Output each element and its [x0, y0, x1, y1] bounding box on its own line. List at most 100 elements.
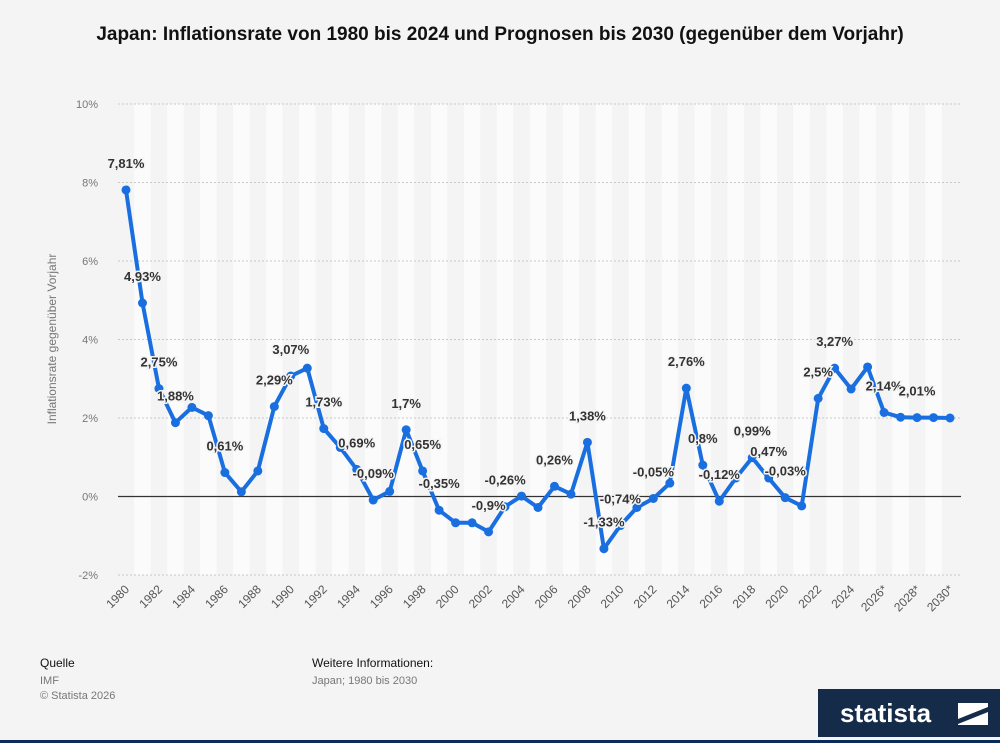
x-tick-label: 2020 — [763, 582, 792, 611]
x-tick-label: 1990 — [268, 582, 297, 611]
data-label: 7,81% — [108, 156, 145, 171]
y-tick-label: 4% — [82, 335, 98, 347]
data-point — [813, 393, 823, 403]
data-label: -0,26% — [484, 473, 526, 488]
x-tick-label: 2016 — [697, 582, 726, 611]
data-point — [236, 487, 246, 497]
y-tick-label: 10% — [76, 99, 98, 111]
data-point — [352, 464, 362, 474]
x-tick-label: 1992 — [301, 582, 330, 611]
data-label: 0,69% — [338, 435, 375, 450]
data-label: -0,03% — [765, 464, 807, 479]
x-tick-label: 2008 — [565, 582, 594, 611]
data-point — [517, 491, 527, 501]
y-tick-label: 8% — [82, 178, 98, 190]
x-tick-label: 1980 — [103, 582, 132, 611]
x-tick-label: 2002 — [466, 582, 495, 611]
bottom-rule — [0, 740, 1000, 743]
data-label: 0,61% — [206, 439, 243, 454]
data-point — [582, 437, 592, 447]
data-point — [945, 413, 955, 423]
data-label: 0,26% — [536, 452, 573, 467]
data-point — [170, 418, 180, 428]
data-label: -1,33% — [583, 515, 625, 530]
data-point — [764, 473, 774, 483]
band — [793, 104, 810, 575]
data-label: 2,76% — [668, 354, 705, 369]
band — [925, 104, 942, 575]
data-label: 2,01% — [899, 384, 936, 399]
data-point — [335, 442, 345, 452]
y-tick-label: 0% — [82, 492, 98, 504]
data-point — [615, 521, 625, 531]
data-point — [385, 486, 395, 496]
data-point — [681, 383, 691, 393]
statista-logo: statista — [818, 689, 1000, 737]
band — [364, 104, 382, 575]
y-axis-ticks: -2% 0% 2% 4% 6% 8% 10% — [76, 99, 98, 582]
data-label: 1,88% — [157, 389, 194, 404]
line-chart: -2%0%2%4%6%8%10% 1980 1982 1984 1986 1988 199… — [45, 99, 961, 614]
x-tick-label: 2010 — [598, 582, 627, 611]
source-text: IMF — [40, 675, 59, 687]
x-tick-label: 2012 — [631, 582, 660, 611]
band — [233, 104, 250, 575]
data-point — [549, 481, 559, 491]
data-point — [319, 424, 329, 434]
data-point — [137, 298, 147, 308]
data-point — [484, 527, 494, 537]
data-label: 2,5% — [803, 364, 833, 379]
data-point — [648, 493, 658, 503]
data-label: 4,93% — [124, 269, 161, 284]
data-point — [698, 460, 708, 470]
data-point — [500, 502, 510, 512]
x-tick-label: 1996 — [367, 582, 396, 611]
chart-title: Japan: Inflationsrate von 1980 bis 2024 … — [96, 24, 904, 45]
band — [892, 104, 909, 575]
y-axis-label: Inflationsrate gegenüber Vorjahr — [45, 254, 59, 425]
data-point — [566, 489, 576, 499]
x-tick-label: 2000 — [433, 582, 462, 611]
data-label: 2,75% — [141, 355, 178, 370]
x-tick-label: 2018 — [730, 582, 759, 611]
data-label: 0,99% — [734, 424, 771, 439]
data-point — [154, 384, 164, 394]
info-heading: Weitere Informationen: — [312, 656, 434, 670]
data-label: 1,7% — [391, 396, 421, 411]
data-label: 3,27% — [816, 334, 853, 349]
x-tick-label: 2026* — [858, 582, 890, 614]
x-tick-label: 1998 — [400, 582, 429, 611]
data-label: -0,09% — [353, 466, 395, 481]
data-label: -0,9% — [472, 498, 506, 513]
data-point — [286, 371, 296, 381]
data-label: 1,38% — [569, 408, 606, 423]
data-point — [896, 412, 906, 422]
data-point — [533, 502, 543, 512]
data-point — [846, 384, 856, 394]
x-axis-ticks: 1980 1982 1984 1986 1988 1990 1992 1994 1996 1998… — [103, 582, 956, 614]
info-text: Japan; 1980 bis 2030 — [312, 675, 418, 687]
data-point — [368, 495, 378, 505]
x-tick-label: 1988 — [235, 582, 264, 611]
data-point — [467, 518, 477, 528]
x-tick-label: 2030* — [924, 582, 956, 614]
gridlines — [118, 103, 961, 576]
band — [760, 104, 777, 575]
data-point — [912, 413, 922, 423]
data-label: 0,65% — [404, 437, 441, 452]
y-tick-label: 2% — [82, 413, 98, 425]
y-tick-label: -2% — [78, 570, 98, 582]
data-point — [665, 478, 675, 488]
data-point — [863, 362, 873, 372]
data-point — [253, 466, 263, 476]
data-point — [879, 408, 889, 418]
x-tick-label: 1984 — [169, 582, 198, 611]
data-label: -0,05% — [633, 464, 675, 479]
band — [463, 104, 481, 575]
x-tick-label: 2022 — [795, 582, 824, 611]
x-tick-label: 2004 — [499, 582, 528, 611]
band — [628, 104, 646, 575]
data-point — [599, 544, 609, 554]
data-point — [731, 473, 741, 483]
data-point — [203, 411, 213, 421]
